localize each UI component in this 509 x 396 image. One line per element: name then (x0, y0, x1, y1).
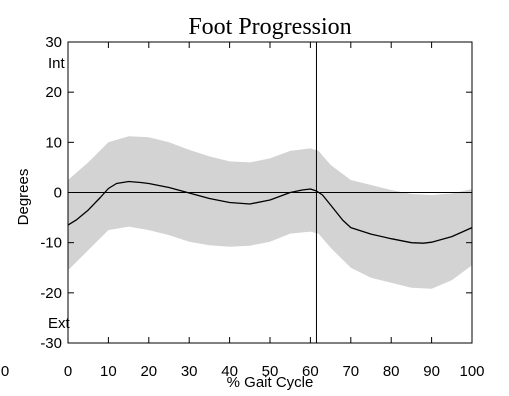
series-line-0 (67, 180, 473, 244)
ext-annotation: Ext (48, 315, 71, 332)
x-tick-label: 50 (262, 363, 279, 380)
x-axis-label: % Gait Cycle (227, 374, 314, 391)
int-annotation: Int (48, 55, 66, 72)
chart-title: Foot Progression (188, 14, 351, 40)
y-tick-label: 10 (45, 134, 62, 151)
x-tick-label: 80 (383, 363, 400, 380)
y-tick-label: -10 (40, 235, 62, 252)
x-tick-label: 20 (140, 363, 157, 380)
x-tick-label: 10 (100, 363, 117, 380)
x-tick-label: 30 (181, 363, 198, 380)
x-tick-label: 0 (64, 363, 72, 380)
x-tick-label: 70 (342, 363, 359, 380)
stray-left-tick-label: 0 (1, 363, 9, 380)
x-tick-label: 60 (302, 363, 319, 380)
x-tick-label: 100 (459, 363, 484, 380)
y-tick-label: -30 (40, 335, 62, 352)
x-tick-label: 90 (423, 363, 440, 380)
y-tick-label: 20 (45, 84, 62, 101)
y-tick-label: -20 (40, 285, 62, 302)
y-tick-label: 30 (45, 34, 62, 51)
x-tick-label: 40 (221, 363, 238, 380)
normal-range-band (68, 136, 472, 289)
y-tick-label: 0 (54, 185, 62, 202)
y-axis-label: Degrees (15, 169, 32, 226)
